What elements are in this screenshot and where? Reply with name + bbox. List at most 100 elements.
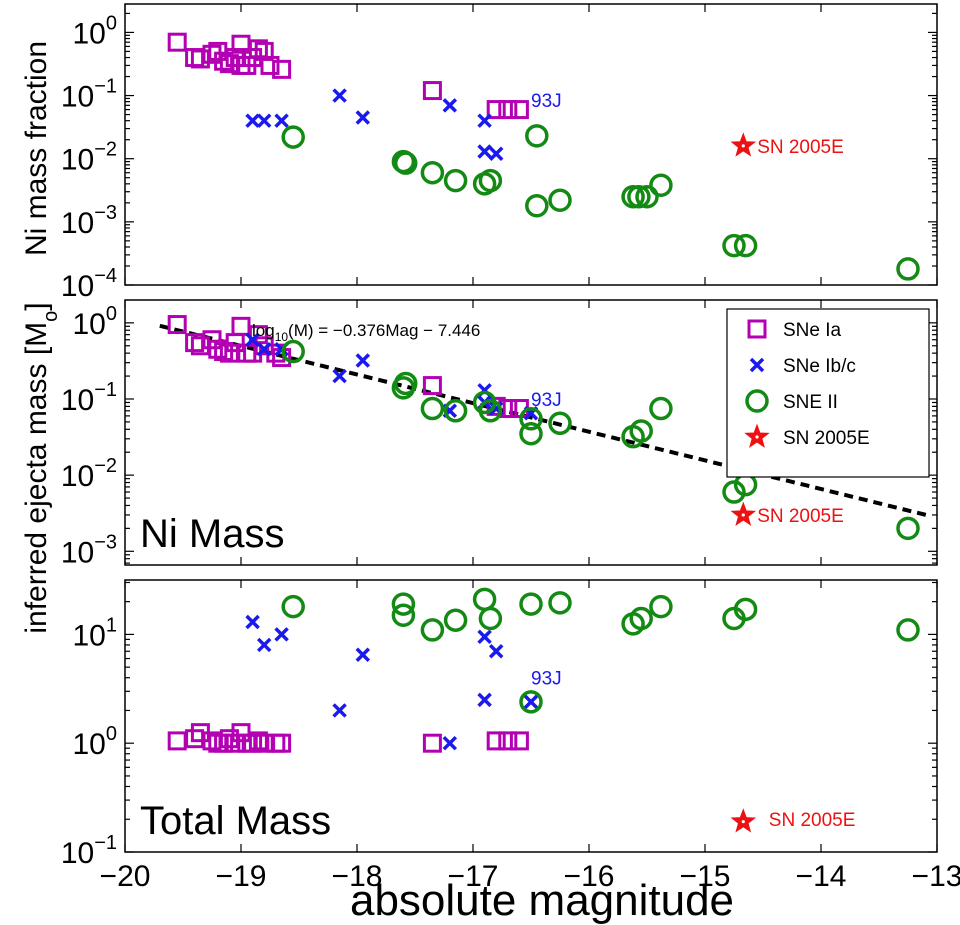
y-axis-label: inferred ejecta mass [Mo] [20, 302, 62, 633]
plot-area [167, 32, 920, 281]
legend-label: SN 2005E [783, 428, 870, 449]
marker-ii [391, 592, 416, 616]
marker-ia [167, 315, 187, 335]
marker-ibc [477, 629, 492, 645]
marker-ibc [245, 332, 260, 347]
marker-ii [896, 516, 920, 541]
y-tick-base: 10 [61, 207, 94, 240]
y-tick-base: 10 [61, 460, 94, 493]
y-axis-label-main: inferred ejecta mass [M [20, 322, 53, 634]
marker-ibc [477, 113, 492, 128]
fit-equation-log: log [252, 321, 275, 340]
marker-ibc [274, 627, 289, 642]
panel-title: Ni Mass [140, 512, 284, 556]
series-sn2005e [730, 808, 757, 833]
marker-ii [519, 407, 543, 431]
marker-ia [272, 59, 292, 79]
marker-ii [548, 411, 572, 436]
marker-ia [202, 330, 222, 350]
marker-ii [548, 591, 572, 615]
marker-ii [391, 603, 416, 627]
y-tick-base: 10 [61, 536, 94, 569]
marker-ia [260, 55, 280, 75]
y-tick-base: 10 [61, 837, 94, 870]
marker-ibc [355, 353, 371, 368]
series-ii [281, 124, 920, 281]
marker-ii [649, 173, 673, 197]
marker-ibc [488, 146, 504, 161]
marker-ia [509, 100, 529, 120]
y-tick-base: 10 [73, 619, 106, 652]
y-tick-exp: −2 [94, 455, 117, 477]
marker-ia [248, 325, 268, 345]
marker-ii [420, 618, 445, 642]
y-tick-label: 10−2 [61, 455, 117, 493]
marker-ibc [256, 342, 272, 357]
y-tick-exp: 0 [106, 303, 117, 325]
series-sn2005e [730, 132, 757, 157]
marker-ii [722, 480, 746, 504]
annotation-label: 93J [531, 390, 562, 411]
marker-sn2005e-center [741, 820, 745, 824]
panel-y-label: Ni mass fraction [20, 41, 53, 256]
marker-ii [629, 419, 653, 443]
series-ia [167, 315, 529, 419]
y-tick-exp: 0 [106, 723, 117, 745]
x-tick-label: −14 [796, 860, 847, 893]
marker-ibc [477, 692, 492, 708]
x-tick-label: −20 [100, 860, 151, 893]
series-ibc [245, 88, 504, 161]
y-tick-label: 10−3 [61, 202, 117, 240]
marker-ii [281, 125, 305, 149]
marker-ia [509, 731, 529, 751]
annotation-label: SN 2005E [769, 810, 856, 831]
y-tick-exp: −1 [94, 76, 117, 98]
annotation-label: SN 2005E [757, 506, 844, 527]
series-ia [167, 723, 529, 753]
y-tick-label: 100 [73, 723, 118, 761]
y-tick-label: 10−1 [61, 379, 117, 417]
y-tick-label: 100 [73, 303, 118, 341]
marker-ii [281, 339, 305, 364]
plot-area [159, 315, 932, 541]
marker-ii [733, 597, 758, 622]
marker-ia [498, 731, 518, 751]
marker-ibc [523, 694, 539, 710]
y-tick-base: 10 [73, 728, 106, 761]
y-tick-exp: −4 [94, 265, 117, 287]
marker-ii [519, 421, 543, 446]
marker-ii [649, 396, 673, 421]
y-tick-label: 10−1 [61, 76, 117, 114]
y-tick-base: 10 [61, 384, 94, 417]
marker-ii [722, 233, 746, 258]
x-tick-label: −15 [680, 860, 731, 893]
panel-title: Total Mass [140, 799, 331, 843]
marker-ibc [355, 647, 371, 662]
y-tick-base: 10 [73, 17, 106, 50]
series-ii [281, 587, 920, 714]
y-tick-exp: −1 [94, 832, 117, 854]
marker-ii [627, 184, 651, 209]
marker-ii [393, 151, 418, 175]
fit-equation-base: 10 [275, 330, 289, 344]
marker-ia [272, 733, 292, 753]
marker-ia [243, 733, 263, 753]
y-tick-exp: −2 [94, 139, 117, 161]
marker-ii [629, 606, 653, 631]
marker-sn2005e-center [741, 144, 745, 148]
y-tick-exp: 1 [106, 614, 117, 636]
y-axis-label-close: ] [20, 302, 53, 310]
marker-ii [519, 592, 543, 616]
x-tick-label: −16 [564, 860, 615, 893]
fit-equation: log10(M) = −0.376Mag − 7.446 [252, 321, 480, 344]
marker-ii [443, 168, 468, 193]
marker-ia [422, 81, 442, 101]
y-tick-label: 10−4 [61, 265, 117, 303]
marker-ii [896, 618, 920, 642]
marker-ibc [477, 144, 492, 159]
marker-sn2005e-center [741, 513, 745, 517]
